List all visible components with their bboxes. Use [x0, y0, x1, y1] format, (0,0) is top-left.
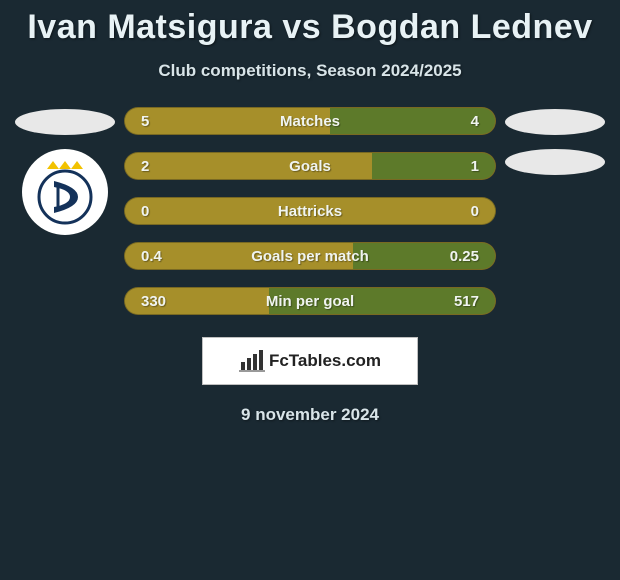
stat-left-value: 330: [141, 293, 166, 310]
page-title: Ivan Matsigura vs Bogdan Lednev: [0, 8, 620, 47]
bar-label-wrap: 0 Hattricks 0: [125, 198, 495, 224]
stats-bars: 5 Matches 4 2 Goals 1 0 Hattricks 0 0.4 Goals per …: [120, 107, 500, 315]
date-line: 9 november 2024: [0, 405, 620, 425]
subtitle: Club competitions, Season 2024/2025: [0, 61, 620, 81]
stat-right-value: 4: [471, 113, 479, 130]
stat-metric-label: Min per goal: [266, 293, 354, 310]
stat-metric-label: Goals per match: [251, 248, 369, 265]
bar-label-wrap: 330 Min per goal 517: [125, 288, 495, 314]
player-badge-oval-left: [15, 109, 115, 135]
bar-chart-icon: [239, 350, 265, 372]
right-player-col: [500, 107, 610, 175]
stat-right-value: 1: [471, 158, 479, 175]
stat-right-value: 0.25: [450, 248, 479, 265]
player-badge-oval-right-2: [505, 149, 605, 175]
stat-right-value: 0: [471, 203, 479, 220]
club-badge-left: [22, 149, 108, 235]
dynamo-kyiv-icon: [30, 157, 100, 227]
stat-left-value: 0: [141, 203, 149, 220]
stat-right-value: 517: [454, 293, 479, 310]
stat-metric-label: Matches: [280, 113, 340, 130]
stat-bar: 5 Matches 4: [124, 107, 496, 135]
stat-left-value: 0.4: [141, 248, 162, 265]
stat-bar: 2 Goals 1: [124, 152, 496, 180]
stat-left-value: 2: [141, 158, 149, 175]
left-player-col: [10, 107, 120, 235]
stat-left-value: 5: [141, 113, 149, 130]
stat-bar: 330 Min per goal 517: [124, 287, 496, 315]
logo-text: FcTables.com: [269, 351, 381, 371]
bar-label-wrap: 0.4 Goals per match 0.25: [125, 243, 495, 269]
fctables-logo: FcTables.com: [202, 337, 418, 385]
stat-metric-label: Goals: [289, 158, 331, 175]
stat-metric-label: Hattricks: [278, 203, 342, 220]
bar-label-wrap: 5 Matches 4: [125, 108, 495, 134]
bar-label-wrap: 2 Goals 1: [125, 153, 495, 179]
player-badge-oval-right: [505, 109, 605, 135]
stat-bar: 0.4 Goals per match 0.25: [124, 242, 496, 270]
stat-bar: 0 Hattricks 0: [124, 197, 496, 225]
comparison-row: 5 Matches 4 2 Goals 1 0 Hattricks 0 0.4 Goals per …: [0, 107, 620, 315]
